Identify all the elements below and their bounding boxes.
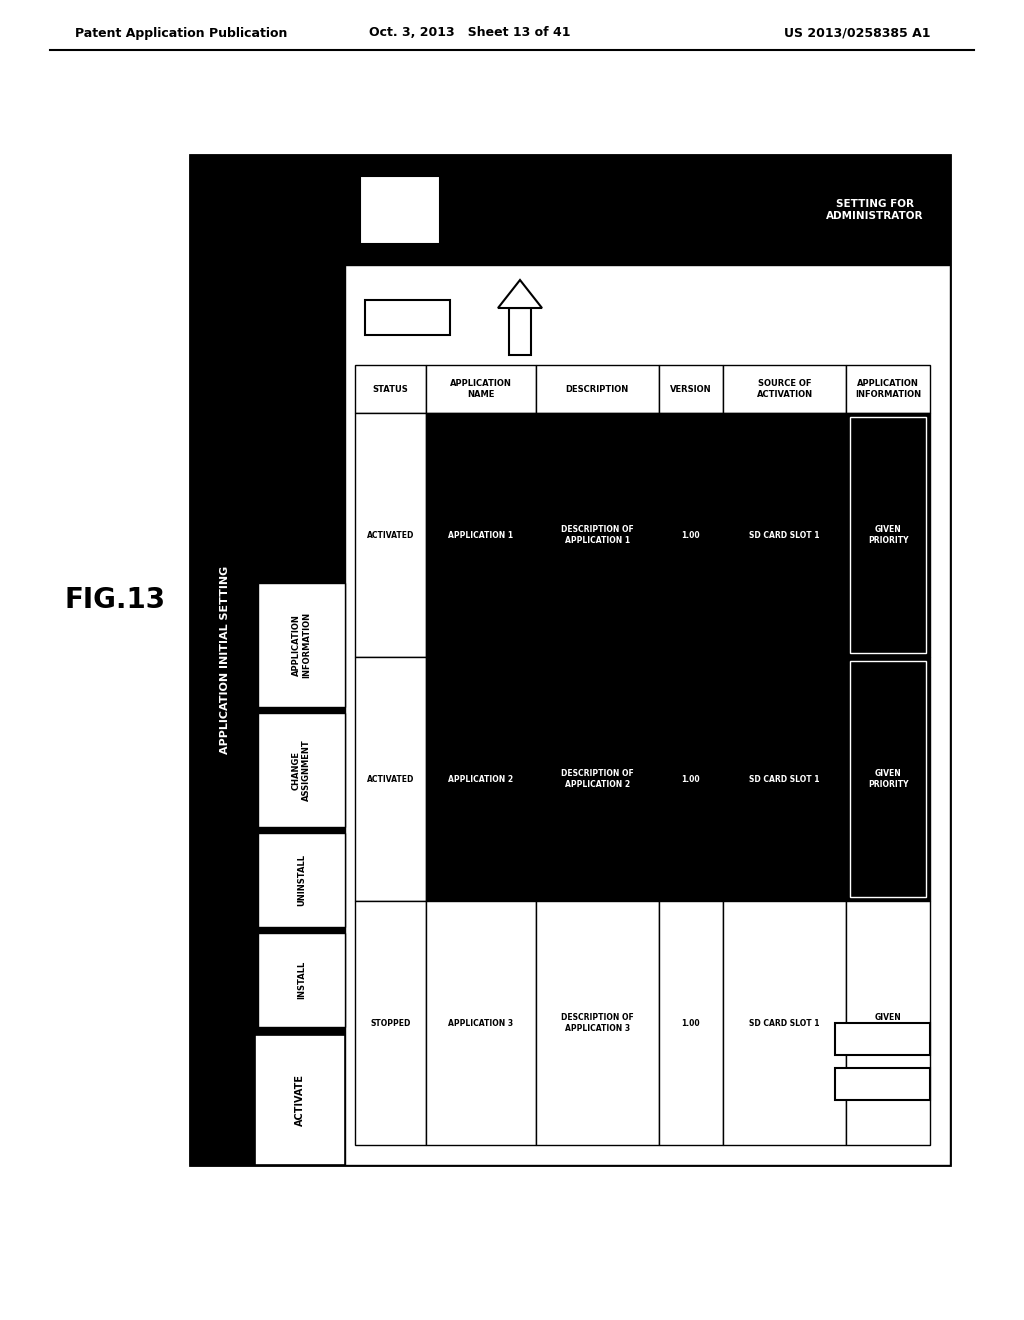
Bar	[258, 583, 345, 708]
Text: APPLICATION
NAME: APPLICATION NAME	[450, 379, 512, 399]
Text: 1.00: 1.00	[682, 1019, 700, 1027]
Bar	[536, 657, 658, 902]
Bar	[426, 657, 536, 902]
Bar	[658, 413, 723, 657]
Bar	[355, 902, 426, 1144]
Text: APPLICATION
INFORMATION: APPLICATION INFORMATION	[292, 612, 311, 678]
Bar	[426, 366, 536, 413]
Bar	[723, 366, 846, 413]
Text: ▲PREVIOUS: ▲PREVIOUS	[849, 1034, 916, 1044]
Text: APPLICATION
INFORMATION: APPLICATION INFORMATION	[855, 379, 921, 399]
Bar	[365, 300, 450, 335]
Bar	[355, 657, 426, 902]
Text: APPLICATION 3: APPLICATION 3	[449, 1019, 514, 1027]
Bar	[723, 902, 846, 1144]
Bar	[190, 154, 950, 1166]
Text: DESCRIPTION OF
APPLICATION 3: DESCRIPTION OF APPLICATION 3	[561, 1014, 634, 1032]
Bar	[255, 1035, 345, 1166]
Text: 1.00: 1.00	[682, 531, 700, 540]
Bar	[658, 902, 723, 1144]
Bar	[846, 366, 930, 413]
Bar	[536, 902, 658, 1144]
Text: GIVEN
PRIORITY: GIVEN PRIORITY	[867, 1014, 908, 1032]
Text: ▼NEXT: ▼NEXT	[863, 1078, 902, 1089]
Text: SETTING FOR
ADMINISTRATOR: SETTING FOR ADMINISTRATOR	[826, 199, 924, 220]
Polygon shape	[498, 280, 542, 308]
Text: SD CARD SLOT 1: SD CARD SLOT 1	[750, 531, 820, 540]
Text: SOURCE OF
ACTIVATION: SOURCE OF ACTIVATION	[757, 379, 813, 399]
Text: GIVEN
PRIORITY: GIVEN PRIORITY	[867, 525, 908, 545]
Text: STATUS: STATUS	[373, 384, 409, 393]
Text: 502: 502	[268, 178, 292, 191]
Bar	[258, 713, 345, 828]
Text: Oct. 3, 2013   Sheet 13 of 41: Oct. 3, 2013 Sheet 13 of 41	[370, 26, 570, 40]
Text: VERSION: VERSION	[670, 384, 712, 393]
Text: SD CARD SLOT 1: SD CARD SLOT 1	[750, 775, 820, 784]
Bar	[426, 902, 536, 1144]
Bar	[658, 366, 723, 413]
Bar	[536, 413, 658, 657]
Text: STOPPED: STOPPED	[371, 1019, 411, 1027]
Text: DESCRIPTION OF
APPLICATION 2: DESCRIPTION OF APPLICATION 2	[561, 770, 634, 789]
Bar	[723, 413, 846, 657]
Bar	[850, 417, 926, 653]
Text: INSTALL: INSTALL	[297, 961, 306, 999]
Bar	[258, 933, 345, 1027]
Bar	[850, 661, 926, 898]
Text: US 2013/0258385 A1: US 2013/0258385 A1	[783, 26, 930, 40]
Text: ACTIVATED: ACTIVATED	[367, 531, 415, 540]
Text: CHANGE
ASSIGNMENT: CHANGE ASSIGNMENT	[292, 739, 311, 801]
Text: RETURN: RETURN	[382, 313, 433, 322]
Text: 1.00: 1.00	[682, 775, 700, 784]
Text: UNINSTALL: UNINSTALL	[297, 854, 306, 906]
Bar	[846, 657, 930, 902]
Text: GIVEN
PRIORITY: GIVEN PRIORITY	[867, 770, 908, 789]
Bar	[360, 176, 440, 244]
Bar	[345, 154, 950, 265]
Bar	[355, 413, 426, 657]
Text: DESCRIPTION OF
APPLICATION 1: DESCRIPTION OF APPLICATION 1	[561, 525, 634, 545]
Bar	[190, 154, 345, 1166]
Text: APPLICATION INITIAL SETTING: APPLICATION INITIAL SETTING	[220, 566, 230, 754]
Bar	[509, 308, 531, 355]
Text: DESCRIPTION: DESCRIPTION	[565, 384, 629, 393]
Bar	[723, 657, 846, 902]
Text: END: END	[384, 203, 417, 216]
Bar	[846, 902, 930, 1144]
Bar	[345, 265, 950, 1166]
Text: SD CARD SLOT 1: SD CARD SLOT 1	[750, 1019, 820, 1027]
Text: ACTIVATED: ACTIVATED	[367, 775, 415, 784]
Text: ACTIVATE: ACTIVATE	[295, 1074, 305, 1126]
Text: APPLICATION 2: APPLICATION 2	[449, 775, 514, 784]
Text: APPLICATION 1: APPLICATION 1	[449, 531, 514, 540]
Bar	[658, 657, 723, 902]
Bar	[355, 366, 426, 413]
Bar	[258, 833, 345, 927]
Bar	[426, 413, 536, 657]
Bar	[835, 1068, 930, 1100]
Bar	[835, 1023, 930, 1055]
Bar	[846, 413, 930, 657]
Bar	[536, 366, 658, 413]
Text: FIG.13: FIG.13	[65, 586, 166, 614]
Text: Patent Application Publication: Patent Application Publication	[75, 26, 288, 40]
